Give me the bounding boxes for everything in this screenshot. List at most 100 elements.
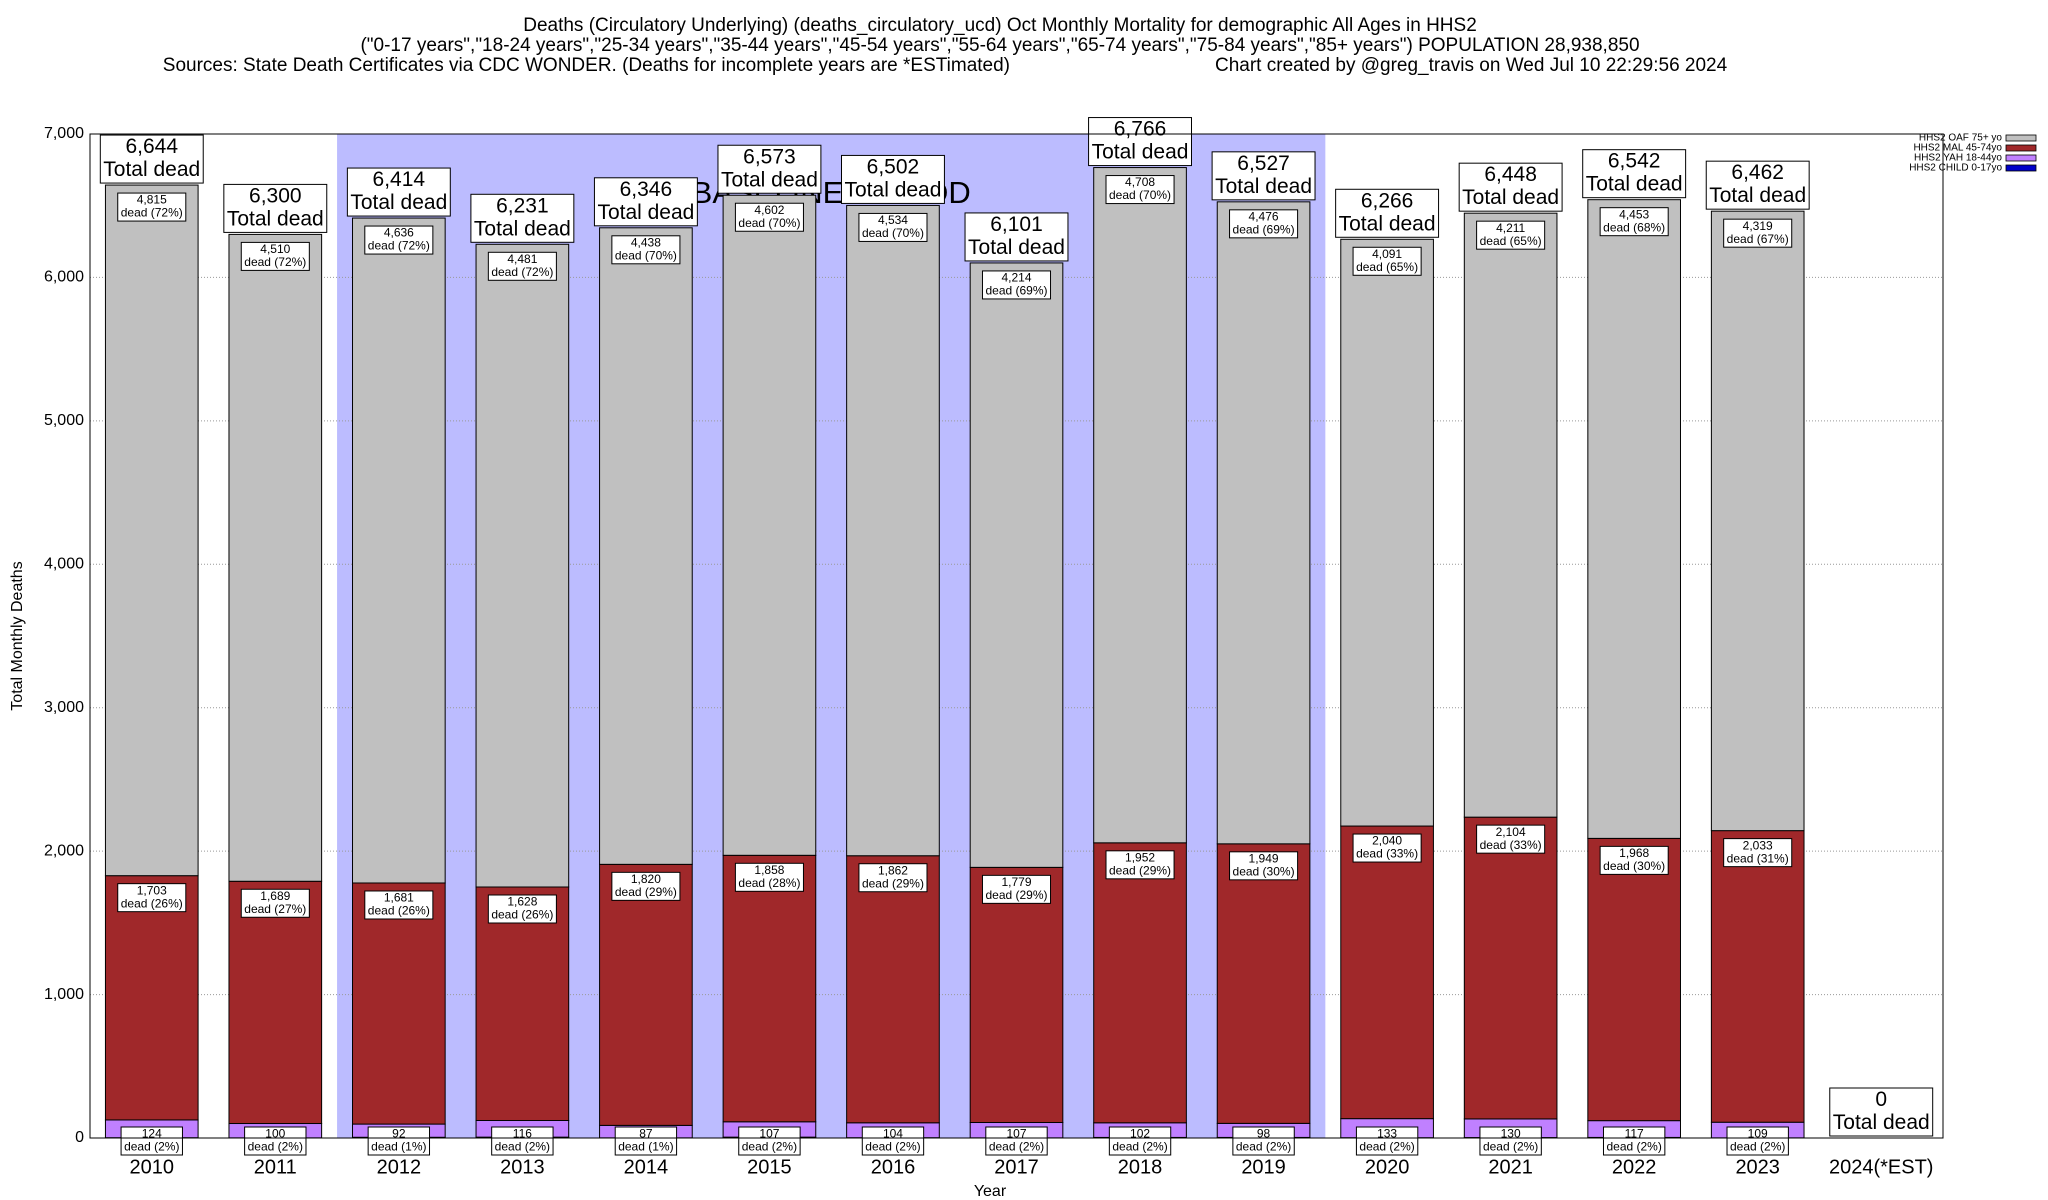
x-tick-label: 2021 (1488, 1156, 1533, 1178)
bar-segment (1340, 238, 1434, 827)
segment-label-text: dead (26%) (368, 904, 430, 918)
segment-label-text: dead (67%) (1727, 232, 1789, 246)
segment-label-text: 1,681 (384, 891, 414, 905)
segment-label-text: 2,040 (1372, 834, 1402, 848)
segment-label-box (985, 1126, 1048, 1156)
segment-label-box (117, 192, 187, 222)
bar-segment (104, 184, 199, 877)
segment-label-text: 116 (513, 1127, 532, 1141)
segment-label-text: dead (2%) (865, 1140, 920, 1154)
segment-label-box (858, 863, 928, 893)
total-label-text: Total dead (1215, 175, 1312, 198)
legend-swatch (2005, 154, 2037, 162)
bar-segment (1710, 210, 1805, 832)
segment-label-box (614, 1126, 678, 1156)
segment-label-text: 117 (1625, 1127, 1644, 1141)
bar-segment (1587, 199, 1681, 839)
total-label-box (346, 167, 451, 217)
segment-label-text: dead (65%) (1480, 234, 1542, 248)
segment-label-text: dead (26%) (491, 908, 553, 922)
segment-label-text: 87 (639, 1127, 653, 1141)
segment-label-box (734, 202, 804, 232)
bar-segment (228, 880, 323, 1125)
segment-label-text: 100 (265, 1127, 285, 1141)
segment-label-box (1723, 218, 1793, 248)
segment-label-text: 1,949 (1249, 851, 1279, 865)
bar-segment (352, 217, 446, 884)
segment-label-text: dead (70%) (615, 248, 677, 262)
segment-label-text: 4,636 (384, 226, 414, 240)
total-label-text: Total dead (845, 178, 942, 201)
total-label-box (99, 134, 204, 184)
segment-label-box (861, 1126, 925, 1156)
segment-label-text: dead (72%) (244, 255, 306, 269)
segment-label-text: dead (30%) (1603, 859, 1665, 873)
segment-label-box (1476, 824, 1546, 854)
segment-label-text: dead (2%) (1730, 1140, 1785, 1154)
segment-label-text: dead (70%) (1109, 188, 1171, 202)
segment-label-text: 98 (1257, 1127, 1271, 1141)
x-tick-label: 2022 (1612, 1156, 1657, 1178)
bar-segment (104, 875, 199, 1121)
segment-label-box (1105, 850, 1175, 880)
total-label-box (841, 154, 945, 204)
segment-label-text: 1,952 (1125, 850, 1155, 864)
total-label-text: 0 (1875, 1088, 1887, 1111)
total-label-box (964, 212, 1069, 262)
segment-label-box (487, 251, 557, 281)
segment-label-text: 4,815 (137, 193, 167, 207)
x-tick-label: 2010 (130, 1156, 175, 1178)
segment-label-text: dead (30%) (1233, 864, 1295, 878)
segment-label-text: 104 (883, 1127, 903, 1141)
x-tick-label: 2016 (871, 1156, 916, 1178)
segment-label-box (1105, 175, 1175, 205)
total-label-text: 6,766 (1114, 118, 1167, 141)
segment-label-box (611, 871, 681, 901)
segment-label-box (1352, 833, 1422, 863)
bar-segment (1216, 843, 1311, 1124)
segment-label-box (1232, 1126, 1295, 1156)
total-label-text: Total dead (597, 201, 694, 224)
segment-label-text: 4,211 (1496, 221, 1525, 235)
bar-segment (969, 866, 1064, 1124)
bar-segment (1463, 212, 1558, 818)
segment-label-box (1602, 1126, 1666, 1156)
bar-segment (599, 863, 693, 1126)
x-tick-label: 2020 (1365, 1156, 1410, 1178)
segment-label-text: 4,708 (1125, 175, 1155, 189)
total-label-text: 6,527 (1237, 152, 1290, 175)
segment-label-text: 4,438 (631, 235, 661, 249)
segment-label-text: dead (65%) (1356, 260, 1418, 274)
y-tick-label: 1,000 (44, 986, 84, 1003)
segment-label-text: dead (2%) (1359, 1140, 1414, 1154)
segment-label-text: dead (70%) (862, 226, 924, 240)
